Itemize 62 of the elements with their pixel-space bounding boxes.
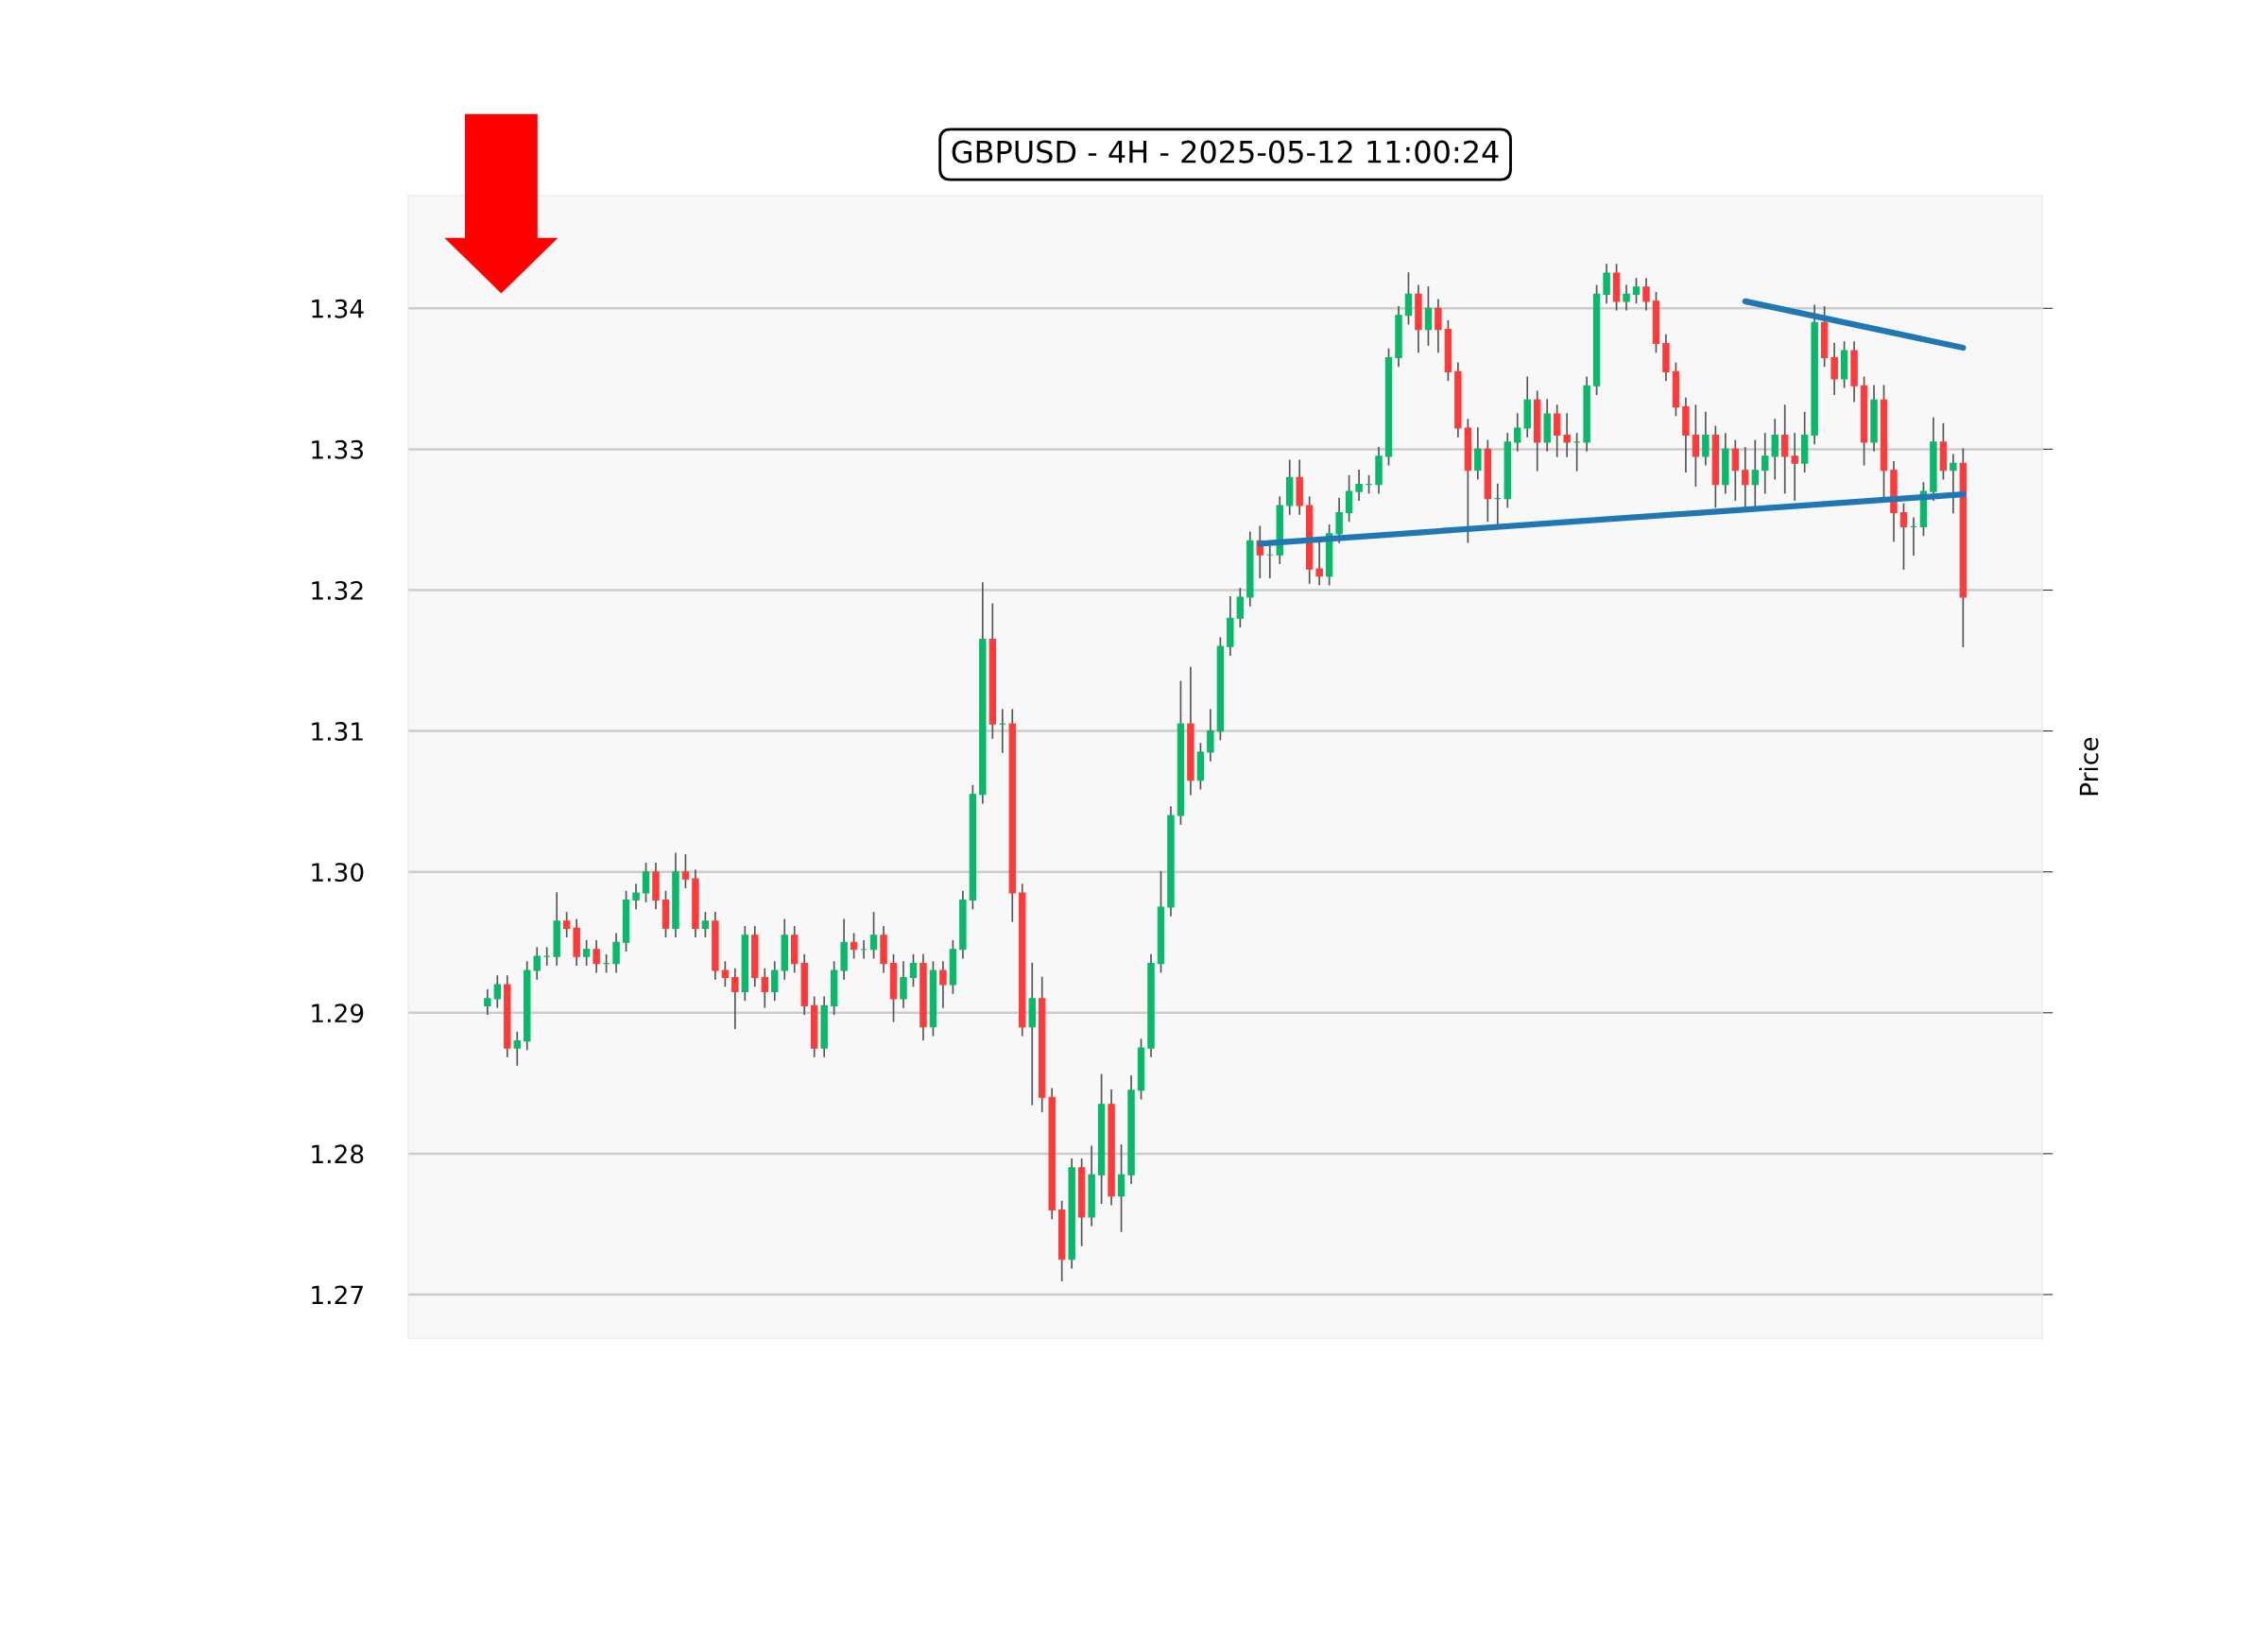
- candlestick: [562, 912, 571, 938]
- candlestick: [593, 939, 600, 973]
- candlestick: [1207, 709, 1214, 762]
- y-tick-label: 1.28: [312, 1144, 364, 1164]
- y-tick-label: 1.34: [312, 299, 364, 318]
- candlestick: [1702, 411, 1710, 466]
- candlestick: [909, 953, 918, 987]
- candlestick: [850, 933, 858, 959]
- candlestick: [1404, 272, 1413, 325]
- candlestick: [1623, 284, 1630, 311]
- y-tick-label: 1.32: [312, 580, 363, 600]
- candlestick: [513, 1031, 521, 1066]
- y-tick-label: 1.29: [312, 1004, 364, 1023]
- candlestick: [1791, 433, 1798, 501]
- candlestick: [612, 933, 620, 973]
- y-tick-label: 1.33: [312, 439, 364, 459]
- candlestick: [1603, 264, 1610, 304]
- y-tick-label: 1.30: [312, 863, 364, 883]
- candlestick: [869, 912, 878, 959]
- candlestick: [582, 939, 591, 966]
- candlestick: [1553, 404, 1561, 457]
- candlestick: [1692, 404, 1700, 487]
- y-axis-title: Price: [2079, 737, 2099, 796]
- candlestick: [1572, 433, 1581, 472]
- candlestick: [1236, 588, 1245, 628]
- candlestick: [1761, 433, 1769, 494]
- candlestick: [1514, 413, 1521, 452]
- candlestick: [642, 862, 650, 902]
- candlestick: [939, 961, 947, 1008]
- candlestick: [484, 989, 491, 1016]
- candlestick: [1742, 447, 1749, 508]
- candlestick: [1355, 469, 1363, 501]
- candlestick: [771, 961, 779, 1002]
- candlestick: [533, 947, 541, 980]
- y-tick-label: 1.31: [312, 722, 363, 741]
- candlestick: [1751, 439, 1759, 508]
- candlestick: [1424, 286, 1433, 346]
- candlestick: [1899, 503, 1908, 570]
- candlestick: [900, 961, 907, 1008]
- candlestick: [701, 912, 710, 938]
- candlestick: [681, 853, 690, 888]
- candlestick: [1315, 540, 1323, 586]
- candlestick: [1345, 474, 1353, 523]
- candlestick: [1781, 404, 1789, 494]
- candlestick: [632, 884, 640, 910]
- candlestick: [721, 961, 730, 987]
- candlestick: [1563, 413, 1571, 457]
- candlestick: [1731, 439, 1740, 501]
- candlestick: [761, 968, 768, 1008]
- candlestick: [1117, 1144, 1125, 1232]
- candlestick: [1632, 278, 1641, 304]
- candlestick: [1474, 427, 1482, 480]
- y-tick-label: 1.27: [312, 1285, 363, 1305]
- chart-title: GBPUSD - 4H - 2025-05-12 11:00:24: [952, 140, 1499, 163]
- candlestick: [731, 968, 739, 1030]
- candlestick: [1950, 454, 1957, 514]
- candlestick: [1435, 299, 1442, 353]
- candlestick: [1642, 278, 1650, 311]
- candlestick: [1830, 342, 1838, 396]
- candlestick: [1335, 497, 1343, 543]
- candlestick: [493, 975, 502, 1008]
- candlestick: [1771, 419, 1778, 480]
